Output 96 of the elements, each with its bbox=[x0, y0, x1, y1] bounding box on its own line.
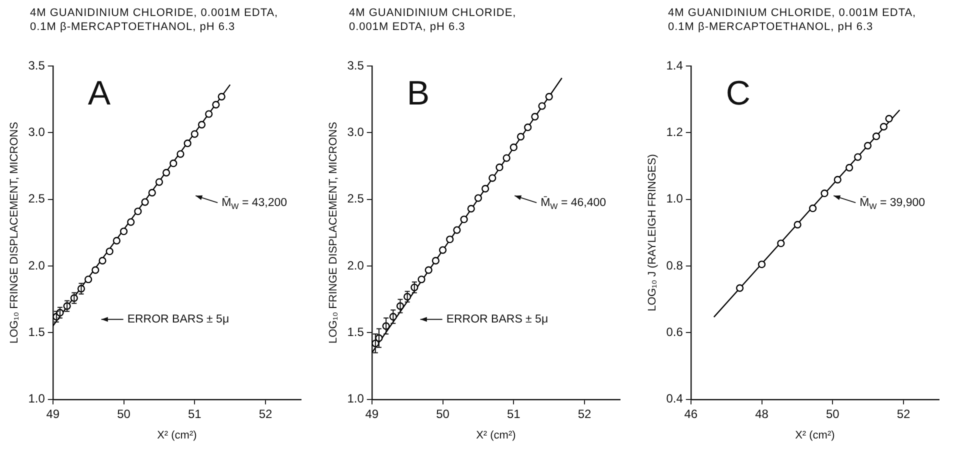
point bbox=[460, 216, 468, 224]
point bbox=[162, 168, 170, 176]
point bbox=[538, 102, 546, 110]
point bbox=[418, 276, 426, 284]
x-tick-label: 52 bbox=[578, 406, 592, 421]
point bbox=[112, 236, 120, 244]
x-axis-title: X² (cm²) bbox=[795, 429, 835, 442]
y-tick-label: 1.0 bbox=[28, 392, 46, 406]
x-tick-label: 48 bbox=[755, 406, 769, 421]
x-tick-label: 52 bbox=[258, 406, 273, 421]
y-tick-label: 1.0 bbox=[347, 392, 364, 406]
point bbox=[127, 218, 135, 226]
point bbox=[92, 266, 100, 274]
y-tick-label: 3.5 bbox=[28, 58, 46, 72]
point bbox=[880, 122, 888, 130]
chart-title: 4M GUANIDINIUM CHLORIDE, 0.001M EDTA, 0.1M β-MERCAPTOETHANOL, pH 6.3 bbox=[668, 6, 916, 34]
annotation: A bbox=[88, 74, 111, 112]
point bbox=[474, 194, 482, 202]
point bbox=[453, 226, 461, 234]
point bbox=[218, 92, 226, 100]
point bbox=[516, 132, 525, 140]
point bbox=[205, 110, 213, 118]
point bbox=[864, 142, 872, 150]
y-axis-title: LOG₁₀ FRINGE DISPLACEMENT, MICRONS bbox=[328, 122, 340, 344]
x-tick-label: 50 bbox=[826, 406, 840, 421]
point bbox=[98, 256, 106, 265]
point bbox=[736, 284, 744, 292]
y-tick-label: 3.0 bbox=[347, 124, 364, 139]
point bbox=[446, 236, 454, 244]
x-axis-title: X² (cm²) bbox=[157, 429, 197, 442]
point bbox=[482, 184, 490, 192]
point bbox=[155, 178, 164, 186]
y-tick-label: 0.4 bbox=[666, 392, 684, 406]
point bbox=[545, 92, 553, 100]
annotation: C bbox=[726, 74, 750, 112]
y-tick-label: 0.6 bbox=[666, 325, 684, 340]
point bbox=[524, 124, 532, 132]
x-tick-label: 49 bbox=[46, 406, 60, 421]
point bbox=[438, 246, 447, 254]
point bbox=[510, 144, 518, 152]
point bbox=[176, 150, 184, 158]
y-tick-label: 2.0 bbox=[28, 258, 46, 272]
point bbox=[134, 208, 142, 216]
point bbox=[120, 228, 128, 236]
point bbox=[148, 188, 156, 196]
x-tick-label: 51 bbox=[188, 406, 202, 421]
point bbox=[198, 120, 206, 128]
y-tick-label: 0.8 bbox=[666, 258, 684, 272]
x-tick-label: 50 bbox=[436, 406, 450, 421]
annotation: ERROR BARS ± 5μ bbox=[127, 314, 230, 326]
point bbox=[84, 276, 92, 284]
chart-title: 4M GUANIDINIUM CHLORIDE, 0.001M EDTA, 0.1M β-MERCAPTOETHANOL, pH 6.3 bbox=[30, 6, 278, 34]
y-tick-label: 3.5 bbox=[347, 58, 364, 72]
y-tick-label: 2.0 bbox=[347, 258, 364, 272]
point bbox=[872, 132, 880, 140]
point bbox=[885, 114, 893, 122]
point bbox=[502, 154, 510, 162]
point bbox=[184, 140, 192, 148]
x-tick-label: 50 bbox=[117, 406, 131, 421]
point bbox=[794, 220, 802, 228]
point bbox=[467, 204, 475, 212]
point bbox=[212, 100, 220, 108]
point bbox=[488, 174, 496, 182]
point bbox=[854, 153, 862, 161]
x-axis-title: X² (cm²) bbox=[476, 429, 516, 442]
y-tick-label: 2.5 bbox=[347, 192, 364, 206]
x-tick-label: 52 bbox=[896, 406, 911, 421]
y-tick-label: 1.5 bbox=[347, 325, 364, 340]
chart-title: 4M GUANIDINIUM CHLORIDE, 0.001M EDTA, pH 6.3 bbox=[349, 6, 516, 34]
point bbox=[834, 176, 842, 184]
x-tick-label: 49 bbox=[365, 406, 379, 421]
x-tick-label: 46 bbox=[684, 406, 698, 421]
y-tick-label: 1.5 bbox=[28, 325, 46, 340]
point bbox=[846, 164, 854, 172]
x-tick-label: 51 bbox=[506, 406, 521, 421]
y-axis-title: LOG₁₀ J (RAYLEIGH FRINGES) bbox=[646, 154, 659, 312]
y-tick-label: 2.5 bbox=[28, 192, 46, 206]
y-tick-label: 1.2 bbox=[666, 124, 684, 139]
point bbox=[809, 204, 817, 212]
point bbox=[432, 256, 440, 265]
y-axis-title: LOG₁₀ FRINGE DISPLACEMENT, MICRONS bbox=[8, 122, 21, 344]
point bbox=[777, 240, 785, 248]
point bbox=[820, 190, 828, 198]
annotation: ERROR BARS ± 5μ bbox=[446, 314, 548, 326]
y-tick-label: 3.0 bbox=[28, 124, 46, 139]
y-tick-label: 1.4 bbox=[666, 58, 684, 72]
point bbox=[106, 248, 114, 256]
point bbox=[758, 260, 766, 268]
point bbox=[141, 198, 149, 206]
point bbox=[531, 112, 539, 120]
point bbox=[170, 160, 178, 168]
annotation: B bbox=[406, 74, 430, 112]
point bbox=[190, 130, 198, 138]
point bbox=[496, 164, 504, 172]
y-tick-label: 1.0 bbox=[666, 192, 684, 206]
point bbox=[424, 266, 432, 274]
